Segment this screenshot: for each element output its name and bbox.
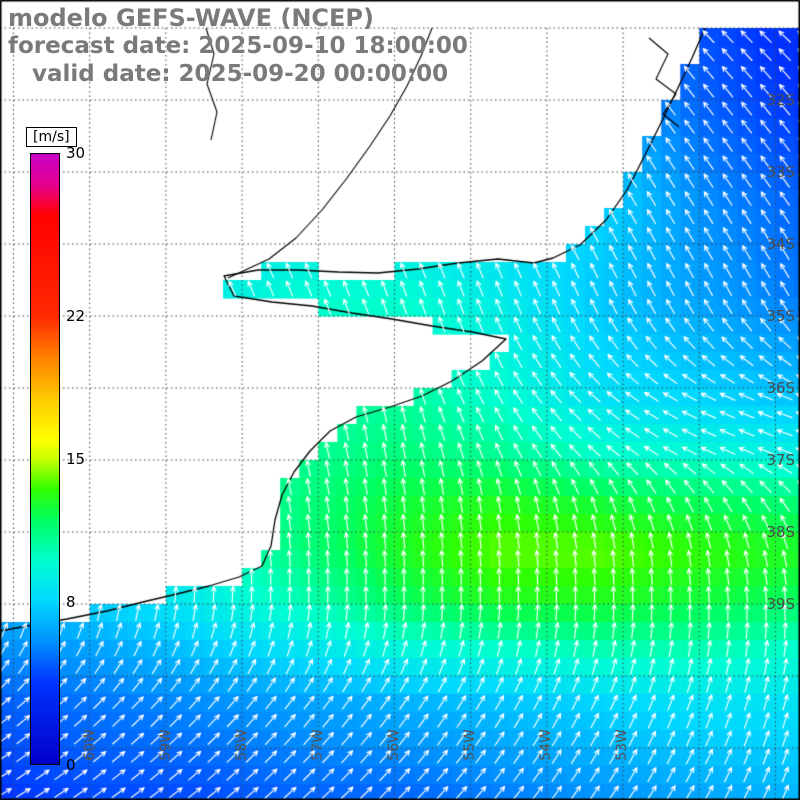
colorbar-ticks: 30 22 15 8 0 (66, 144, 96, 774)
latitude-label: 37S (766, 451, 795, 469)
latitude-label: 36S (766, 379, 795, 397)
colorbar-gradient (30, 153, 60, 765)
latitude-label: 35S (766, 307, 795, 325)
colorbar-tick-label: 22 (66, 307, 86, 326)
longitude-label: 54W (538, 729, 554, 761)
longitude-label: 55W (462, 729, 478, 761)
longitude-label: 57W (310, 729, 326, 761)
latitude-label: 33S (766, 163, 795, 181)
longitude-label: 58W (234, 729, 250, 761)
longitude-label: 56W (386, 729, 402, 761)
longitude-label: 60W (82, 729, 98, 761)
latitude-label: 32S (766, 91, 795, 109)
valid-date: valid date: 2025-09-20 00:00:00 (8, 61, 449, 87)
latitude-label: 38S (766, 523, 795, 541)
colorbar-unit-label: [m/s] (26, 127, 77, 147)
latitude-label: 39S (766, 595, 795, 613)
colorbar-tick-label: 30 (66, 144, 86, 162)
longitude-label: 59W (158, 729, 174, 761)
forecast-date: forecast date: 2025-09-10 18:00:00 (8, 33, 468, 59)
colorbar-tick-label: 8 (66, 592, 76, 611)
latitude-labels: 32S 33S 34S 35S 36S 37S 38S 39S (760, 0, 800, 800)
latitude-label: 34S (766, 235, 795, 253)
colorbar-tick-label: 0 (66, 756, 76, 774)
model-title: modelo GEFS-WAVE (NCEP) (8, 4, 374, 32)
colorbar-tick-label: 15 (66, 450, 86, 468)
longitude-label: 53W (614, 729, 630, 761)
